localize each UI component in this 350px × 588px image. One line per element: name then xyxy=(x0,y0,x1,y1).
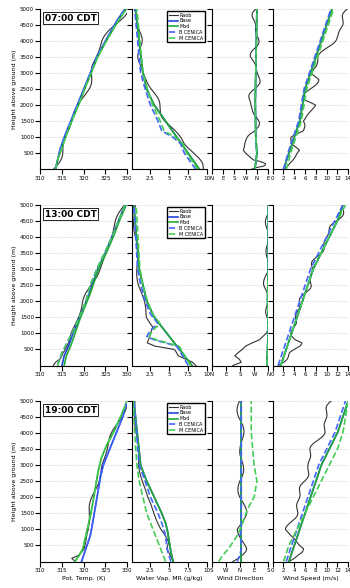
Text: 07:00 CDT: 07:00 CDT xyxy=(44,14,97,23)
X-axis label: Wind Speed (m/s): Wind Speed (m/s) xyxy=(283,576,338,580)
X-axis label: Water Vap. MR (g/kg): Water Vap. MR (g/kg) xyxy=(136,576,203,580)
Y-axis label: Height above ground (m): Height above ground (m) xyxy=(12,245,17,325)
X-axis label: Wind Direction: Wind Direction xyxy=(217,576,263,580)
X-axis label: Pot. Temp. (K): Pot. Temp. (K) xyxy=(62,576,105,580)
Text: 19:00 CDT: 19:00 CDT xyxy=(44,406,97,415)
Y-axis label: Height above ground (m): Height above ground (m) xyxy=(12,442,17,521)
Legend: Raob, Base, Mod, B CENICA, M CENICA: Raob, Base, Mod, B CENICA, M CENICA xyxy=(167,403,205,434)
Y-axis label: Height above ground (m): Height above ground (m) xyxy=(12,49,17,129)
Text: 13:00 CDT: 13:00 CDT xyxy=(44,210,97,219)
Legend: Raob, Base, Mod, B CENICA, M CENICA: Raob, Base, Mod, B CENICA, M CENICA xyxy=(167,11,205,42)
Legend: Raob, Base, Mod, B CENICA, M CENICA: Raob, Base, Mod, B CENICA, M CENICA xyxy=(167,208,205,238)
